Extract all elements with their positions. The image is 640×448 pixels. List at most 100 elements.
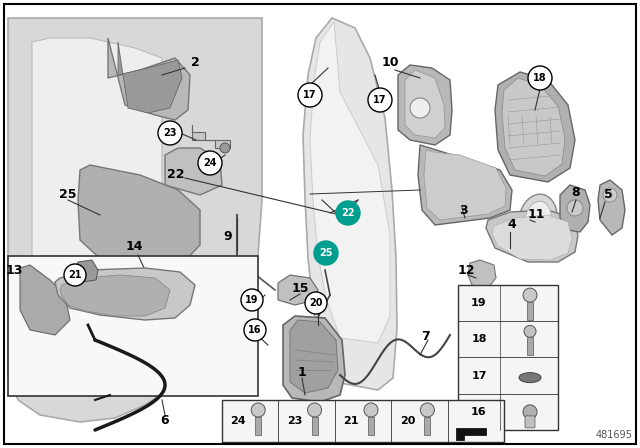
Polygon shape [418, 145, 512, 225]
Polygon shape [278, 275, 318, 305]
Text: 19: 19 [245, 295, 259, 305]
FancyBboxPatch shape [8, 256, 258, 396]
Polygon shape [32, 38, 162, 388]
Text: 10: 10 [381, 56, 399, 69]
Polygon shape [598, 180, 625, 235]
Ellipse shape [519, 373, 541, 383]
Text: 20: 20 [400, 416, 415, 426]
Circle shape [603, 188, 617, 202]
FancyBboxPatch shape [222, 400, 504, 442]
Text: 1: 1 [298, 366, 307, 379]
Circle shape [524, 325, 536, 337]
Text: 2: 2 [191, 56, 200, 69]
Circle shape [198, 151, 222, 175]
Text: 5: 5 [604, 189, 612, 202]
Text: 13: 13 [5, 263, 22, 276]
FancyBboxPatch shape [527, 337, 533, 355]
Text: 18: 18 [471, 334, 487, 345]
Text: 11: 11 [527, 208, 545, 221]
Text: 15: 15 [291, 281, 308, 294]
FancyBboxPatch shape [312, 417, 317, 435]
Polygon shape [560, 185, 590, 232]
Text: 17: 17 [373, 95, 387, 105]
Text: 22: 22 [341, 208, 355, 218]
Circle shape [298, 83, 322, 107]
FancyBboxPatch shape [527, 302, 533, 320]
Text: 12: 12 [457, 263, 475, 276]
Polygon shape [310, 22, 390, 343]
Circle shape [158, 121, 182, 145]
Text: 14: 14 [125, 241, 143, 254]
Polygon shape [118, 42, 182, 113]
Circle shape [308, 403, 322, 417]
Ellipse shape [519, 194, 557, 246]
Polygon shape [424, 150, 506, 220]
Polygon shape [456, 428, 486, 440]
FancyBboxPatch shape [458, 285, 558, 430]
Polygon shape [60, 275, 170, 316]
Circle shape [251, 403, 265, 417]
Text: 21: 21 [343, 416, 359, 426]
Text: 25: 25 [319, 248, 333, 258]
FancyBboxPatch shape [255, 417, 261, 435]
Text: 18: 18 [533, 73, 547, 83]
Text: 17: 17 [471, 370, 487, 381]
Text: 16: 16 [471, 407, 487, 417]
Text: 8: 8 [572, 186, 580, 199]
FancyBboxPatch shape [368, 417, 374, 435]
Text: 17: 17 [303, 90, 317, 100]
Text: 20: 20 [309, 298, 323, 308]
Circle shape [364, 403, 378, 417]
Polygon shape [486, 210, 578, 262]
Polygon shape [468, 260, 496, 288]
Text: 24: 24 [204, 158, 217, 168]
Circle shape [220, 143, 230, 153]
Text: 481695: 481695 [595, 430, 632, 440]
Circle shape [244, 319, 266, 341]
Circle shape [523, 288, 537, 302]
Text: 4: 4 [508, 219, 516, 232]
Polygon shape [76, 260, 98, 282]
Polygon shape [398, 65, 452, 145]
Text: 22: 22 [167, 168, 185, 181]
Circle shape [368, 88, 392, 112]
Circle shape [336, 201, 360, 225]
Circle shape [420, 403, 435, 417]
Polygon shape [55, 268, 195, 320]
Text: 3: 3 [459, 203, 467, 216]
Text: 25: 25 [60, 189, 77, 202]
Text: 23: 23 [163, 128, 177, 138]
Polygon shape [492, 215, 572, 260]
FancyBboxPatch shape [424, 417, 430, 435]
Polygon shape [78, 165, 200, 268]
Circle shape [64, 264, 86, 286]
Text: 19: 19 [471, 298, 487, 308]
Text: 9: 9 [224, 229, 232, 242]
Text: 23: 23 [287, 416, 302, 426]
Polygon shape [8, 18, 262, 422]
Polygon shape [495, 72, 575, 182]
Text: 6: 6 [161, 414, 170, 426]
Circle shape [314, 241, 338, 265]
Circle shape [607, 192, 613, 198]
Ellipse shape [525, 201, 551, 239]
Polygon shape [108, 38, 190, 120]
Polygon shape [20, 265, 70, 335]
FancyBboxPatch shape [525, 416, 535, 428]
Polygon shape [502, 78, 565, 176]
Polygon shape [290, 320, 338, 393]
Polygon shape [405, 70, 445, 138]
Circle shape [528, 66, 552, 90]
Circle shape [567, 200, 583, 216]
Circle shape [523, 405, 537, 419]
Polygon shape [303, 18, 397, 390]
Circle shape [410, 98, 430, 118]
Polygon shape [165, 148, 222, 195]
Polygon shape [283, 316, 345, 402]
Polygon shape [192, 125, 230, 148]
Text: 24: 24 [230, 416, 246, 426]
Text: 16: 16 [248, 325, 262, 335]
Text: 7: 7 [422, 331, 430, 344]
Circle shape [241, 289, 263, 311]
Text: 21: 21 [68, 270, 82, 280]
